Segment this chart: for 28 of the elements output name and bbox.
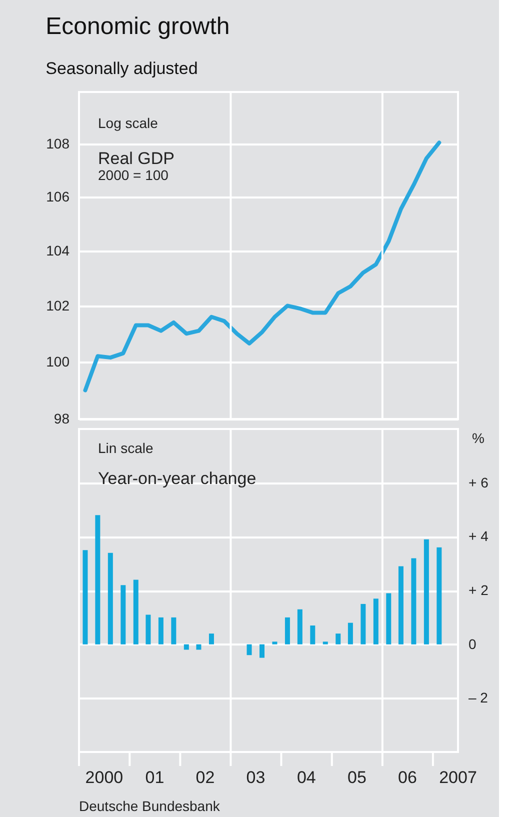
- y2-axis-title: %: [472, 430, 484, 446]
- y2-tick-label: + 2: [468, 582, 489, 598]
- y-tick-label: 98: [54, 410, 70, 426]
- y2-tick-label: + 4: [468, 528, 489, 544]
- y-tick-label: 108: [46, 135, 70, 152]
- y2-tick-label: – 2: [468, 690, 488, 706]
- annotation: Real GDP: [98, 149, 175, 168]
- x-tick-label: 03: [246, 768, 266, 787]
- chart-subtitle: Seasonally adjusted: [46, 59, 198, 78]
- x-tick-label: 06: [398, 768, 417, 787]
- chart-title: Economic growth: [46, 13, 230, 40]
- y-tick-label: 104: [46, 242, 70, 258]
- annotation: Log scale: [98, 115, 158, 131]
- x-tick-label: 01: [145, 768, 164, 787]
- x-tick-label: 05: [347, 768, 366, 787]
- annotation: Year-on-year change: [98, 469, 256, 488]
- x-tick-label: 04: [296, 768, 316, 787]
- text: Deutsche Bundesbank: [79, 798, 221, 814]
- y-tick-label: 100: [46, 353, 70, 370]
- y2-tick-label: 0: [468, 636, 476, 652]
- annotation: 2000 = 100: [98, 167, 169, 183]
- y-tick-label: 106: [46, 188, 70, 204]
- x-tick-label: 02: [196, 768, 215, 787]
- x-tick-label: 2000: [85, 768, 124, 787]
- annotation: Lin scale: [98, 440, 154, 456]
- x-tick-label: 2007: [439, 768, 477, 787]
- y2-tick-label: + 6: [468, 474, 489, 490]
- y-tick-label: 102: [46, 297, 70, 314]
